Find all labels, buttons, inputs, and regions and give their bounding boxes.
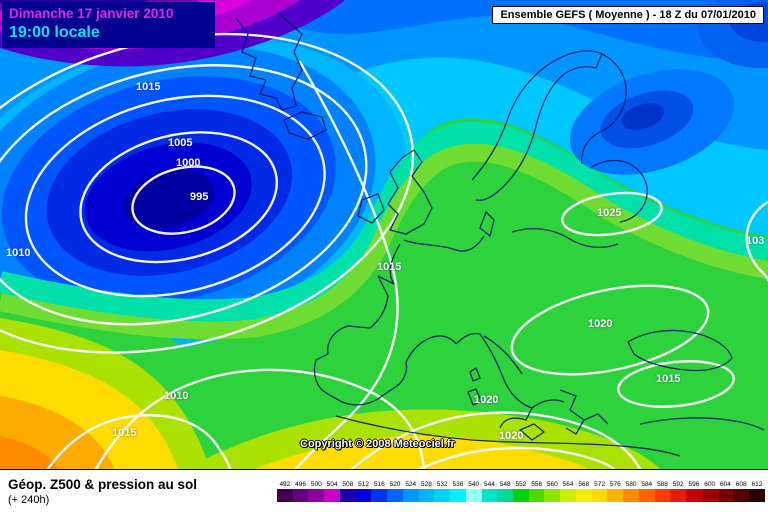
forecast-time: 19:00 locale (9, 24, 100, 41)
model-info-box: Ensemble GEFS ( Moyenne ) - 18 Z du 07/0… (492, 6, 764, 24)
scale-cell: 612 (749, 480, 765, 502)
scale-cell: 580 (623, 480, 639, 502)
scale-cell: 568 (575, 480, 592, 502)
scale-cell: 596 (686, 480, 702, 502)
weather-map (0, 0, 768, 469)
scale-cell: 496 (292, 480, 309, 502)
legend-subtitle: (+ 240h) (8, 493, 50, 506)
copyright-text: Copyright © 2008 Meteociel.fr (300, 438, 455, 450)
model-info: Ensemble GEFS ( Moyenne ) - 18 Z du 07/0… (500, 9, 756, 21)
scale-cell: 516 (371, 480, 388, 502)
scale-cell: 604 (717, 480, 734, 502)
scale-cell: 548 (497, 480, 514, 502)
scale-cell: 608 (733, 480, 750, 502)
scale-cell: 592 (670, 480, 687, 502)
scale-cell: 544 (481, 480, 498, 502)
scale-cell: 560 (544, 480, 561, 502)
legend-text-block: Géop. Z500 & pression au sol (+ 240h) (0, 477, 197, 506)
color-scale: 492 496 500 504 508 512 516 520 524 528 532 536 540 5… (277, 480, 765, 502)
scale-cell: 528 (418, 480, 435, 502)
scale-cell: 600 (701, 480, 718, 502)
scale-cell: 576 (607, 480, 624, 502)
scale-cell: 532 (434, 480, 451, 502)
scale-cell: 540 (465, 480, 482, 502)
coastlines (235, 11, 765, 457)
legend-bar: Géop. Z500 & pression au sol (+ 240h) 49… (0, 469, 768, 512)
scale-cell: 504 (324, 480, 340, 502)
scale-cell: 520 (387, 480, 403, 502)
scale-cell: 512 (355, 480, 372, 502)
scale-cell: 588 (654, 480, 671, 502)
scale-cell: 492 (277, 480, 293, 502)
scale-cell: 584 (638, 480, 655, 502)
legend-title: Géop. Z500 & pression au sol (8, 476, 198, 492)
scale-cell: 508 (339, 480, 356, 502)
scale-cell: 536 (450, 480, 466, 502)
forecast-date-box: Dimanche 17 janvier 2010 19:00 locale (2, 2, 215, 48)
forecast-date: Dimanche 17 janvier 2010 (9, 6, 174, 21)
scale-cell: 552 (513, 480, 529, 502)
scale-cell: 564 (560, 480, 576, 502)
scale-cell: 556 (528, 480, 545, 502)
scale-cell: 572 (591, 480, 608, 502)
scale-cell: 524 (402, 480, 419, 502)
map-area: 1015 1005 1000 995 1010 1010 1015 1015 1020 1025 1… (0, 0, 768, 469)
scale-cell: 500 (308, 480, 325, 502)
